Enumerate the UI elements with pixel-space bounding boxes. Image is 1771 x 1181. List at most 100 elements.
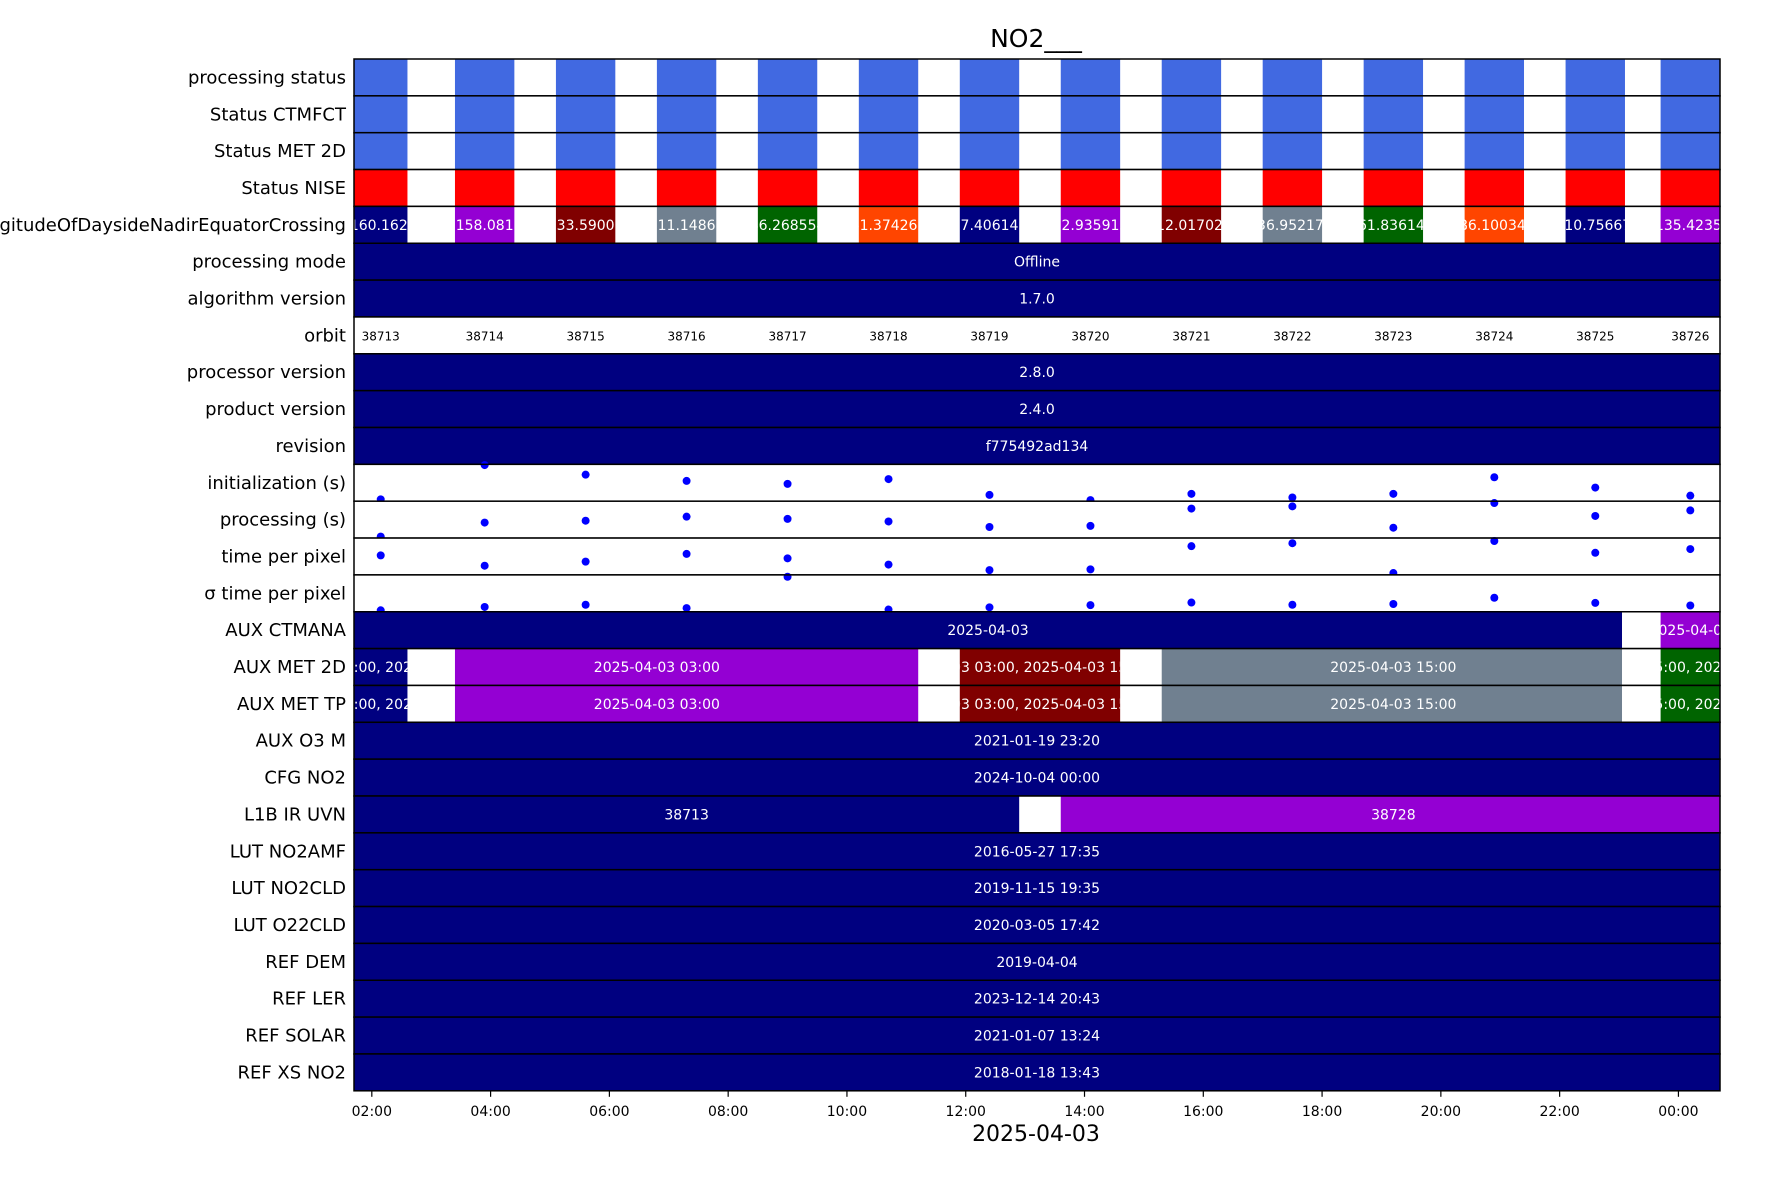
orbit-number: 38720 [1071,329,1109,343]
x-tick-label: 20:00 [1421,1104,1461,1120]
scatter-point [1288,600,1297,609]
span-label: 2.4.0 [1019,402,1055,418]
row-5: processing mode Offline [192,242,1721,281]
span-label: 2025-04-03 15:00 [1330,697,1456,713]
status-block [354,169,408,207]
span-label: 2025-04-03 00:00, 2025-04-03 03:00 [250,697,511,713]
scatter-point [1490,499,1499,508]
status-block [454,132,515,170]
row-12: processing (s) [220,499,1721,541]
scatter-point [884,517,893,526]
span-label: 2024-10-04 00:00 [974,771,1100,787]
row-label: AUX MET 2D [234,657,346,678]
span-block [454,685,919,723]
span-block [354,390,1720,428]
row-label: time per pixel [221,546,346,567]
scatter-point [985,490,994,499]
x-tick-label: 04:00 [470,1104,510,1120]
status-block [1363,132,1424,170]
span-block [354,1053,1720,1091]
status-block [1660,95,1720,133]
status-block [1060,59,1121,96]
scatter-point [1686,491,1695,500]
x-tick-label: 18:00 [1302,1104,1342,1120]
status-block [656,169,717,207]
span-block [1161,685,1623,723]
longitude-block [959,206,1020,244]
status-block [858,95,919,133]
row-14: σ time per pixel [204,572,1721,615]
status-block [1464,59,1525,96]
status-block [858,169,919,207]
status-block [1262,95,1323,133]
orbit-number: 38721 [1172,329,1210,343]
span-block [354,648,408,686]
span-label: 2025-04-03 [947,623,1028,639]
span-label: 2018-01-18 13:43 [974,1065,1100,1081]
span-label: 38728 [1371,807,1416,823]
span-block [1060,796,1720,833]
longitude-value: -12.017028 [1151,218,1232,234]
longitude-block [354,206,408,244]
row-label: Status MET 2D [214,141,346,162]
row-label: LUT O22CLD [233,915,346,936]
scatter-point [480,561,489,570]
row-label: REF SOLAR [245,1026,346,1047]
longitude-value: -110.756677 [1550,218,1640,234]
span-label: 2019-04-04 [996,955,1077,971]
status-block [1060,169,1121,207]
span-block [354,427,1720,465]
row-4: LongitudeOfDaysideNadirEquatorCrossing -1… [0,205,1731,244]
scatter-point [682,476,691,485]
scatter-point [985,603,994,612]
scatter-point [581,600,590,609]
longitude-block [555,206,616,244]
row-background [354,538,1720,575]
scatter-point [884,560,893,569]
x-tick-label: 14:00 [1064,1104,1104,1120]
scatter-point [581,516,590,525]
span-block [354,722,1720,760]
row-0: processing status [188,58,1721,97]
scatter-point [1288,502,1297,511]
row-label: AUX MET TP [237,694,346,715]
scatter-point [1686,506,1695,515]
scatter-point [581,557,590,566]
row-background [354,501,1720,539]
span-block [354,353,1720,391]
span-label: 2025-04-03 03:00, 2025-04-03 15:00 [889,697,1150,713]
status-block [555,169,616,207]
status-block [1161,95,1222,133]
status-block [1660,169,1720,207]
row-10: revision f775492ad134 [275,426,1721,466]
status-block [1262,59,1323,96]
row-7: orbit 38713 38714 38715 38716 38717 38718 38719… [304,316,1721,355]
span-block [1161,648,1623,686]
row-6: algorithm version 1.7.0 [187,279,1721,318]
status-block [1660,59,1720,96]
row-label: processing status [188,67,346,88]
row-3: Status NISE [241,168,1721,208]
scatter-point [1591,548,1600,557]
span-label: 2025-04-03 00:00, 2025-04-03 03:00 [250,660,511,676]
status-block [1262,169,1323,207]
status-block [1363,95,1424,133]
longitude-value: 61.374267 [851,218,927,234]
longitude-value: 111.14868 [649,218,725,234]
span-block [354,759,1720,796]
row-label: algorithm version [187,289,346,310]
span-block [354,832,1720,870]
scatter-point [1187,504,1196,513]
row-label: orbit [304,325,346,346]
span-block [354,685,408,723]
scatter-point [1288,493,1297,502]
scatter-point [1389,523,1398,532]
row-label: LongitudeOfDaysideNadirEquatorCrossing [0,215,346,236]
orbit-number: 38725 [1576,329,1614,343]
span-label: 2025-04-03 15:00 [1330,660,1456,676]
status-block [959,95,1020,133]
row-label: processing (s) [220,510,346,531]
row-label: processing mode [192,252,346,273]
span-block [454,648,919,686]
